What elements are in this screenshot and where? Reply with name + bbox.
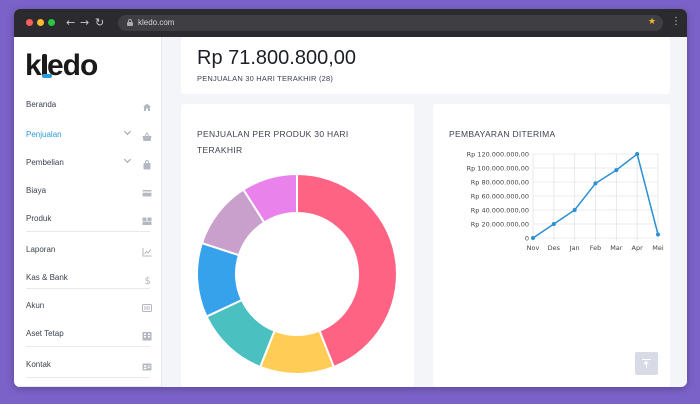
y-tick-label: Rp 40.000.000,00 <box>471 206 529 214</box>
sales-per-product-card: PENJUALAN PER PRODUK 30 HARI TERAKHIR <box>181 104 414 387</box>
svg-text:$: $ <box>145 276 151 285</box>
data-point[interactable] <box>551 222 556 226</box>
building-icon <box>142 328 152 341</box>
x-tick-label: Mar <box>610 244 623 252</box>
data-point[interactable] <box>614 168 619 173</box>
sidebar-item-aset-tetap[interactable]: Aset Tetap <box>14 323 161 345</box>
sales-total-caption: PENJUALAN 30 HARI TERAKHIR (28) <box>197 74 334 83</box>
list-icon <box>142 300 152 312</box>
sidebar-item-akun[interactable]: Akun <box>14 295 161 317</box>
sidebar-item-label: Kas & Bank <box>26 273 68 282</box>
sales-per-product-donut-chart <box>197 174 397 374</box>
donut-slice[interactable] <box>296 174 397 369</box>
sidebar-item-laporan[interactable]: Laporan <box>14 239 161 261</box>
sidebar-item-kontak[interactable]: Kontak <box>14 354 161 376</box>
sales-per-product-title: PENJUALAN PER PRODUK 30 HARI TERAKHIR <box>197 129 349 155</box>
sidebar-divider <box>26 288 150 289</box>
sidebar-item-label: Akun <box>26 301 45 310</box>
bookmark-star-icon[interactable]: ★ <box>648 17 657 27</box>
forward-arrow-icon[interactable]: → <box>80 16 90 29</box>
reload-icon[interactable]: ↻ <box>95 16 105 29</box>
bag-icon <box>142 157 152 170</box>
basket-icon <box>142 129 152 141</box>
y-tick-label: Rp 20.000.000,00 <box>471 220 529 228</box>
x-tick-label: Mei <box>652 244 664 252</box>
boxes-icon <box>142 213 152 225</box>
browser-toolbar: ← → ↻ kledo.com ★ ⋮ <box>14 9 687 37</box>
sales-total-amount: Rp 71.800.800,00 <box>197 47 357 69</box>
close-window-button[interactable] <box>26 19 33 26</box>
sidebar-item-biaya[interactable]: Biaya <box>14 180 161 202</box>
x-tick-label: Jan <box>569 244 580 252</box>
scroll-to-top-button[interactable] <box>635 352 658 375</box>
address-bar[interactable]: kledo.com <box>118 15 663 31</box>
x-tick-label: Des <box>548 244 561 252</box>
donut-slice[interactable] <box>242 174 298 224</box>
sidebar-divider <box>26 377 150 378</box>
dollar-icon: $ <box>142 272 152 287</box>
sidebar-item-pembelian[interactable]: Pembelian <box>14 152 161 174</box>
y-tick-label: Rp 80.000.000,00 <box>471 178 529 186</box>
sidebar-divider <box>26 346 150 347</box>
y-tick-label: Rp 120.000.000,00 <box>467 150 529 158</box>
sidebar-item-produk[interactable]: Produk <box>14 208 161 230</box>
data-point[interactable] <box>635 152 640 156</box>
card-icon <box>142 185 152 197</box>
chevron-down-icon[interactable] <box>124 129 131 136</box>
sidebar-item-label: Pembelian <box>26 158 64 167</box>
sales-summary-card: Rp 71.800.800,00 PENJUALAN 30 HARI TERAK… <box>181 37 670 94</box>
url-text: kledo.com <box>138 18 175 27</box>
data-point[interactable] <box>593 181 598 186</box>
maximize-window-button[interactable] <box>48 19 55 26</box>
browser-window: ← → ↻ kledo.com ★ ⋮ k edo Beranda Penjual… <box>14 9 687 387</box>
browser-menu-icon[interactable]: ⋮ <box>671 16 681 27</box>
sidebar-item-label: Laporan <box>26 245 56 254</box>
data-point[interactable] <box>531 236 535 240</box>
y-tick-label: Rp 60.000.000,00 <box>471 192 529 200</box>
sidebar-divider <box>26 231 150 232</box>
x-tick-label: Apr <box>632 244 644 252</box>
sidebar-item-penjualan[interactable]: Penjualan <box>14 124 161 146</box>
sidebar: k edo Beranda Penjualan Pembelian Biaya Prod… <box>14 37 162 387</box>
minimize-window-button[interactable] <box>37 19 44 26</box>
sidebar-item-label: Biaya <box>26 186 47 195</box>
sidebar-item-label: Penjualan <box>26 130 62 139</box>
data-point[interactable] <box>656 232 660 237</box>
sidebar-divider <box>14 386 161 387</box>
lock-icon <box>127 19 133 26</box>
payments-received-line-chart: 0 Rp 20.000.000,00 Rp 40.000.000,00 Rp 60.0… <box>467 150 664 252</box>
payments-received-card: PEMBAYARAN DITERIMA 0 Rp 20.000.000,00 Rp … <box>433 104 670 387</box>
contact-icon <box>142 359 152 371</box>
sidebar-item-beranda[interactable]: Beranda <box>14 94 161 116</box>
data-point[interactable] <box>572 208 577 212</box>
y-tick-label: Rp 100.000.000,00 <box>467 164 529 172</box>
sidebar-item-kas-bank[interactable]: Kas & Bank $ <box>14 267 161 289</box>
y-tick-label: 0 <box>525 234 529 242</box>
payments-received-title: PEMBAYARAN DITERIMA <box>449 129 556 139</box>
x-tick-label: Nov <box>527 244 540 252</box>
sidebar-item-label: Produk <box>26 214 52 223</box>
chart-icon <box>142 244 152 257</box>
sidebar-item-label: Aset Tetap <box>26 329 64 338</box>
back-arrow-icon[interactable]: ← <box>66 16 76 29</box>
sidebar-item-label: Beranda <box>26 100 57 109</box>
sidebar-item-label: Kontak <box>26 360 51 369</box>
chevron-down-icon[interactable] <box>124 157 131 164</box>
x-tick-label: Feb <box>590 244 602 252</box>
home-icon <box>142 99 152 111</box>
